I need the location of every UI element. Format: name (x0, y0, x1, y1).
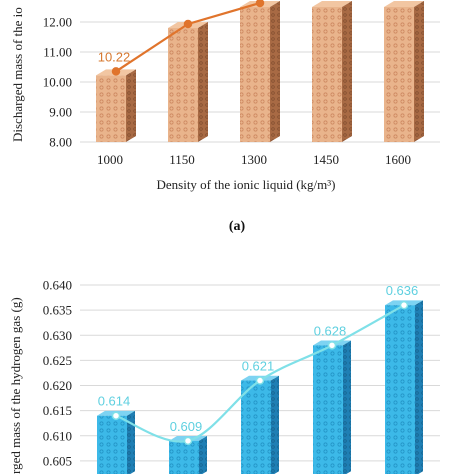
bar (313, 340, 351, 474)
y-tick-label: 0.620 (43, 378, 72, 393)
chart-b: 0.605 0.610 0.615 0.620 0.625 0.630 0.635 0.640… (8, 278, 440, 474)
x-tick-label: 1150 (169, 152, 195, 167)
data-point (255, 0, 265, 8)
y-tick-label: 9.00 (49, 105, 72, 120)
y-tick-label: 0.640 (43, 278, 72, 293)
x-tick-label: 1000 (97, 152, 123, 167)
y-tick-label: 0.610 (43, 428, 72, 443)
chart-b-line (111, 300, 409, 446)
x-tick-label: 1300 (241, 152, 267, 167)
y-tick-label: 0.615 (43, 403, 72, 418)
y-tick-label: 8.00 (49, 135, 72, 150)
bar (168, 22, 208, 142)
y-tick-label: 0.605 (43, 453, 72, 468)
y-tick-label: 10.00 (43, 75, 72, 90)
data-point (111, 411, 121, 420)
data-label: 0.614 (98, 394, 131, 409)
bar (384, 1, 424, 142)
chart-b-data-labels: 0.614 0.609 0.621 0.628 0.636 (98, 283, 419, 434)
bar (96, 69, 136, 142)
chart-b-y-ticks: 0.605 0.610 0.615 0.620 0.625 0.630 0.635 0.640 (43, 278, 72, 469)
y-tick-label: 11.00 (43, 45, 72, 60)
data-label: 10.22 (98, 49, 131, 64)
data-point (183, 436, 193, 446)
data-label: 0.636 (386, 283, 419, 298)
data-point (183, 19, 193, 29)
chart-b-y-axis-title: rged mass of the hydrogen gas (g) (8, 297, 23, 474)
data-label: 0.628 (314, 323, 347, 338)
chart-a-data-labels: 10.22 (98, 49, 131, 64)
chart-a-bars (96, 1, 424, 142)
chart-a-x-ticks: 1000 1150 1300 1450 1600 (97, 152, 411, 167)
data-point (327, 341, 337, 350)
x-tick-label: 1450 (313, 152, 339, 167)
chart-a-line (111, 0, 265, 76)
data-point (399, 300, 409, 310)
x-tick-label: 1600 (385, 152, 411, 167)
bar (385, 300, 423, 474)
chart-a-x-axis-title: Density of the ionic liquid (kg/m³) (156, 177, 335, 192)
data-point (255, 376, 265, 385)
chart-a: 8.00 9.00 10.00 11.00 12.00 10.22 1000 1150 13… (10, 0, 440, 234)
bar (240, 1, 280, 142)
bar (241, 375, 279, 474)
y-tick-label: 12.00 (43, 15, 72, 30)
data-point (111, 67, 121, 76)
y-tick-label: 0.625 (43, 353, 72, 368)
chart-b-bars (97, 300, 423, 474)
y-tick-label: 0.635 (43, 303, 72, 318)
data-label: 0.609 (170, 419, 203, 434)
bar (312, 1, 352, 142)
chart-a-y-ticks: 8.00 9.00 10.00 11.00 12.00 (43, 15, 72, 150)
chart-a-y-axis-title: Discharged mass of the io (10, 7, 25, 142)
bar (97, 410, 135, 474)
chart-a-caption: (a) (229, 219, 246, 234)
data-label: 0.621 (242, 359, 275, 374)
y-tick-label: 0.630 (43, 328, 72, 343)
